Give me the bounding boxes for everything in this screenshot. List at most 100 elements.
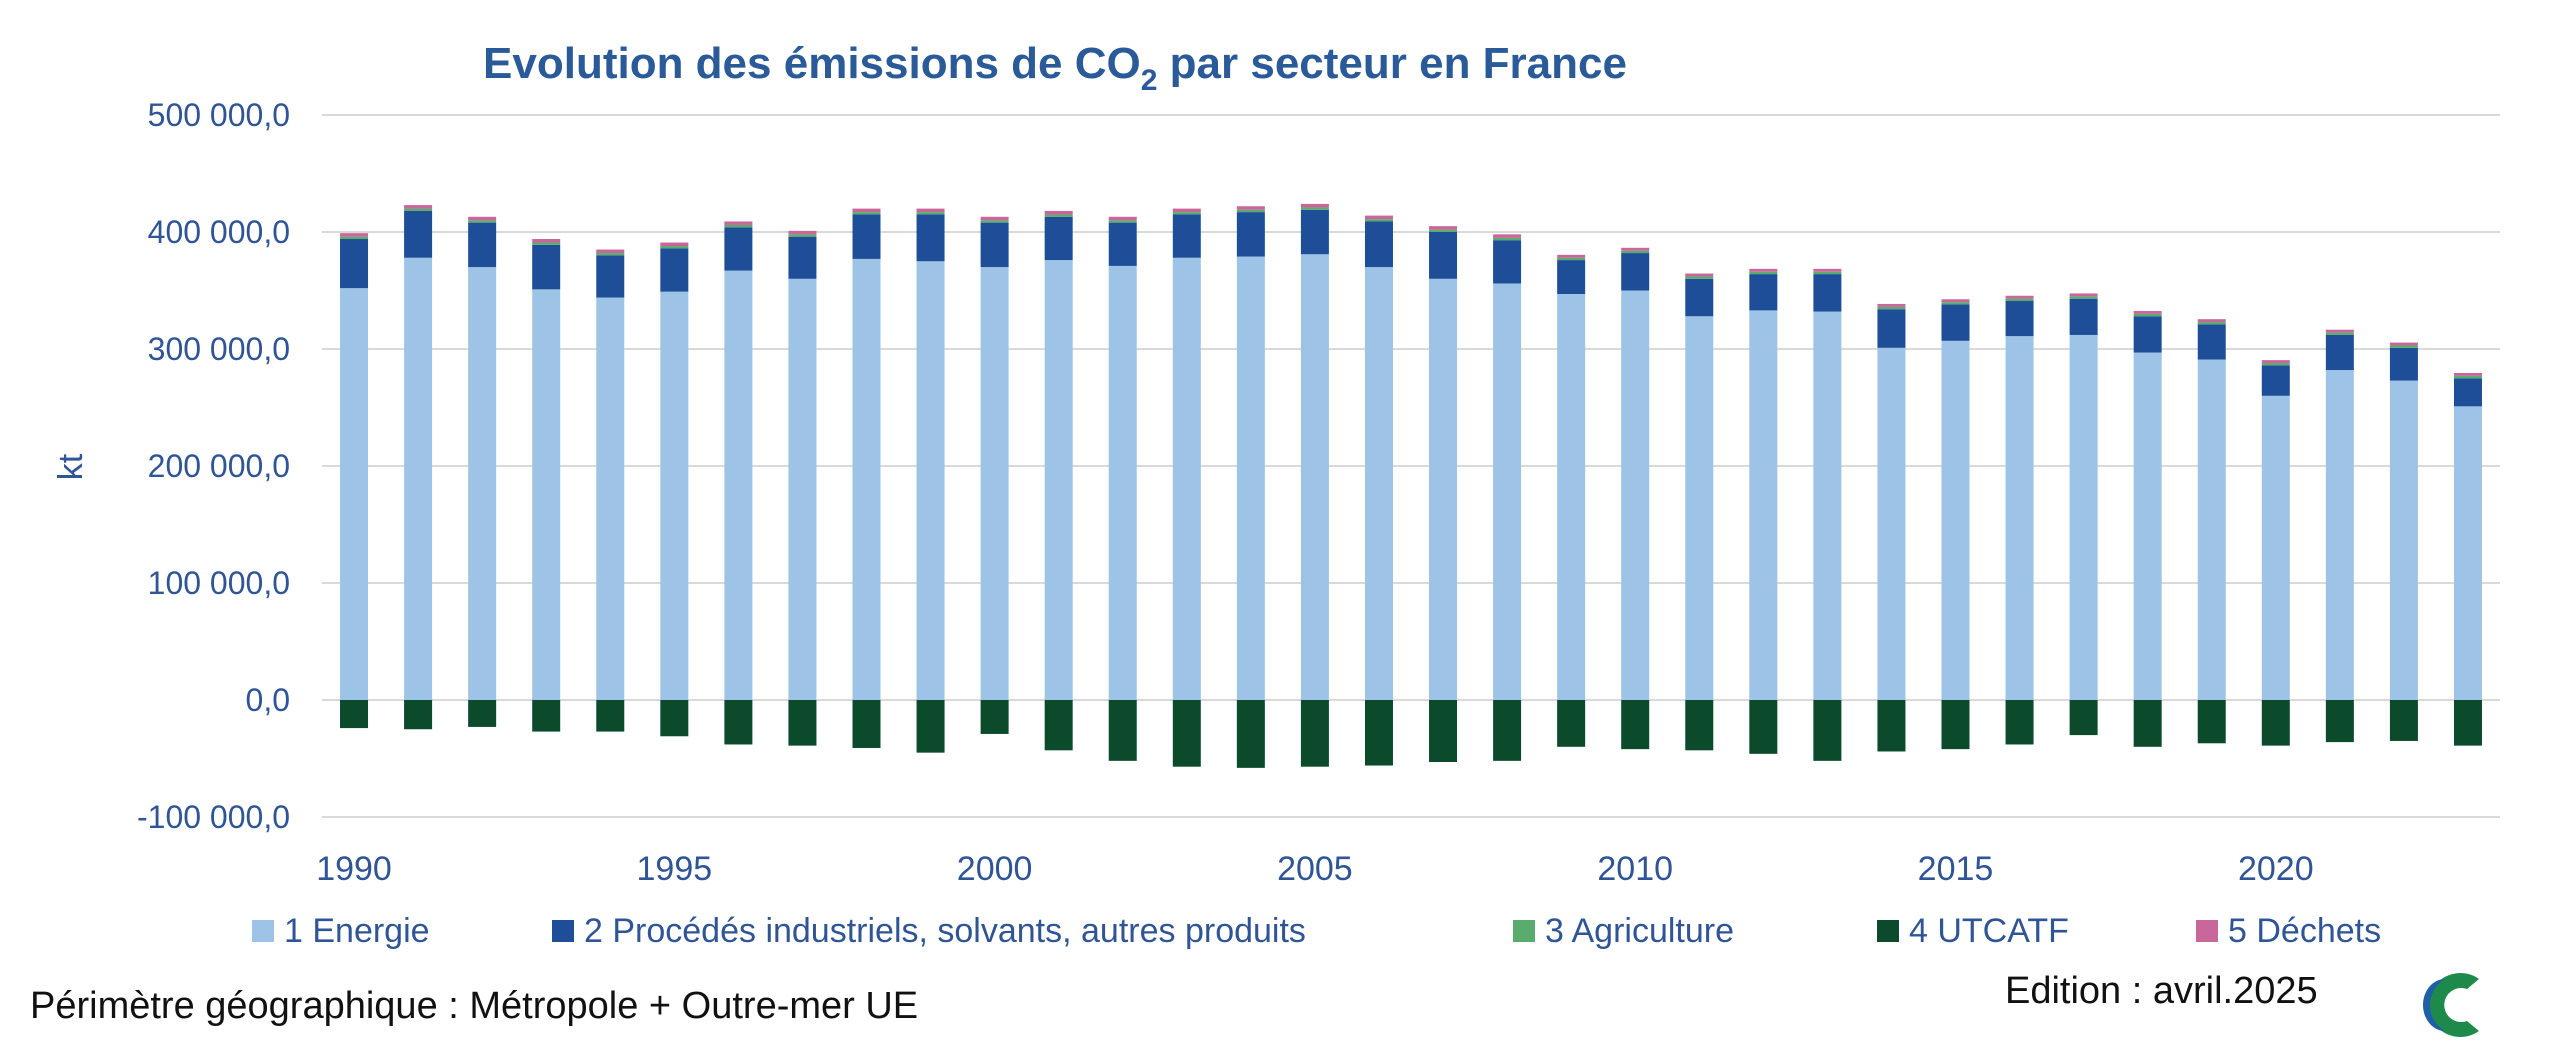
bar-segment xyxy=(916,212,945,215)
bar-segment xyxy=(1236,209,1265,213)
bar-segment xyxy=(1364,221,1393,268)
bar-segment xyxy=(2005,295,2034,299)
bar-segment xyxy=(1429,278,1458,700)
bar-segment xyxy=(404,205,433,209)
bar-segment xyxy=(2389,345,2418,348)
bar-segment xyxy=(340,700,369,729)
bar-segment xyxy=(660,246,689,249)
bar-segment xyxy=(2261,395,2290,700)
bar-segment xyxy=(1877,306,1906,310)
bar-segment xyxy=(1108,216,1137,221)
bar-segment xyxy=(2069,293,2098,297)
y-tick-label: 400 000,0 xyxy=(148,214,290,250)
bar-segment xyxy=(532,289,561,700)
bar-segment xyxy=(1813,268,1842,272)
bar-segment xyxy=(1108,700,1137,761)
bar-segment xyxy=(1877,347,1906,700)
bar-segment xyxy=(2197,324,2226,360)
bar-segment xyxy=(1557,294,1586,700)
bar-segment xyxy=(1429,232,1458,279)
bar-segment xyxy=(1749,310,1778,700)
bar-segment xyxy=(2325,370,2354,700)
bar-segment xyxy=(1685,278,1714,317)
bar-segment xyxy=(852,214,881,259)
bar-segment xyxy=(1813,274,1842,312)
bar-segment xyxy=(1749,268,1778,272)
chart-title-suffix: par secteur en France xyxy=(1157,39,1627,88)
bar-segment xyxy=(1044,216,1073,261)
bar-segment xyxy=(2261,365,2290,396)
bar-segment xyxy=(2453,378,2482,407)
x-tick-label: 2020 xyxy=(2238,850,2314,888)
bar-segment xyxy=(1493,234,1522,238)
bar-segment xyxy=(788,278,817,700)
y-tick-label: 0,0 xyxy=(246,682,290,718)
bar-segment xyxy=(1493,240,1522,284)
bar-segment xyxy=(788,700,817,746)
bar-segment xyxy=(2453,406,2482,700)
bar-segment xyxy=(1557,257,1586,261)
bar-segment xyxy=(1429,229,1458,232)
bar-segment xyxy=(1813,311,1842,700)
bar-segment xyxy=(2069,334,2098,700)
bar-segment xyxy=(340,239,369,289)
bar-segment xyxy=(1557,700,1586,747)
bar-segment xyxy=(660,242,689,247)
bar-segment xyxy=(1044,214,1073,217)
x-axis-ticks: 1990 1995 2000 2005 2010 2015 2020 xyxy=(316,850,2313,888)
bar-segment xyxy=(1941,302,1970,305)
bar-segment xyxy=(1813,700,1842,761)
bar-segment xyxy=(1621,700,1650,750)
bar-segment xyxy=(1749,700,1778,754)
bar-segment xyxy=(340,233,369,237)
bar-segment xyxy=(660,248,689,292)
bar-segment xyxy=(404,700,433,730)
bar-segment xyxy=(1557,254,1586,258)
bar-segment xyxy=(2389,342,2418,346)
gridlines xyxy=(322,114,2500,818)
bar-segment xyxy=(2453,375,2482,379)
bar-segment xyxy=(2261,700,2290,746)
bar-segment xyxy=(980,700,1009,734)
bar-segment xyxy=(1236,206,1265,210)
bar-segment xyxy=(1172,214,1201,258)
bars xyxy=(340,203,2482,768)
bar-segment xyxy=(980,220,1009,223)
bar-segment xyxy=(1621,247,1650,251)
bar-segment xyxy=(916,214,945,262)
bar-segment xyxy=(2389,380,2418,700)
bar-segment xyxy=(2325,700,2354,743)
bar-segment xyxy=(980,216,1009,221)
bar-segment xyxy=(2133,316,2162,353)
bar-segment xyxy=(1557,260,1586,295)
y-axis-label: kt xyxy=(52,453,90,480)
legend: 1 Energie 2 Procédés industriels, solvant… xyxy=(252,912,2381,950)
bar-segment xyxy=(2133,352,2162,700)
bar-segment xyxy=(1300,203,1329,208)
bar-segment xyxy=(1364,700,1393,766)
bar-segment xyxy=(916,208,945,213)
bar-segment xyxy=(468,222,497,268)
bar-segment xyxy=(1364,267,1393,700)
bar-segment xyxy=(404,210,433,258)
bar-segment xyxy=(724,227,753,271)
bar-segment xyxy=(2197,319,2226,323)
bar-segment xyxy=(532,700,561,732)
bar-segment xyxy=(1685,316,1714,700)
bar-segment xyxy=(2197,700,2226,744)
x-tick-label: 2005 xyxy=(1277,850,1353,888)
bar-segment xyxy=(2005,301,2034,337)
bar-segment xyxy=(1685,276,1714,279)
bar-segment xyxy=(980,267,1009,700)
legend-swatch xyxy=(2196,920,2218,942)
bar-segment xyxy=(2197,322,2226,325)
x-tick-label: 2010 xyxy=(1597,850,1673,888)
bar-segment xyxy=(2069,296,2098,299)
bar-segment xyxy=(1044,700,1073,751)
bar-segment xyxy=(1044,210,1073,215)
bar-segment xyxy=(2133,700,2162,747)
bar-segment xyxy=(660,700,689,737)
bar-segment xyxy=(1172,212,1201,215)
y-tick-label: 100 000,0 xyxy=(148,565,290,601)
